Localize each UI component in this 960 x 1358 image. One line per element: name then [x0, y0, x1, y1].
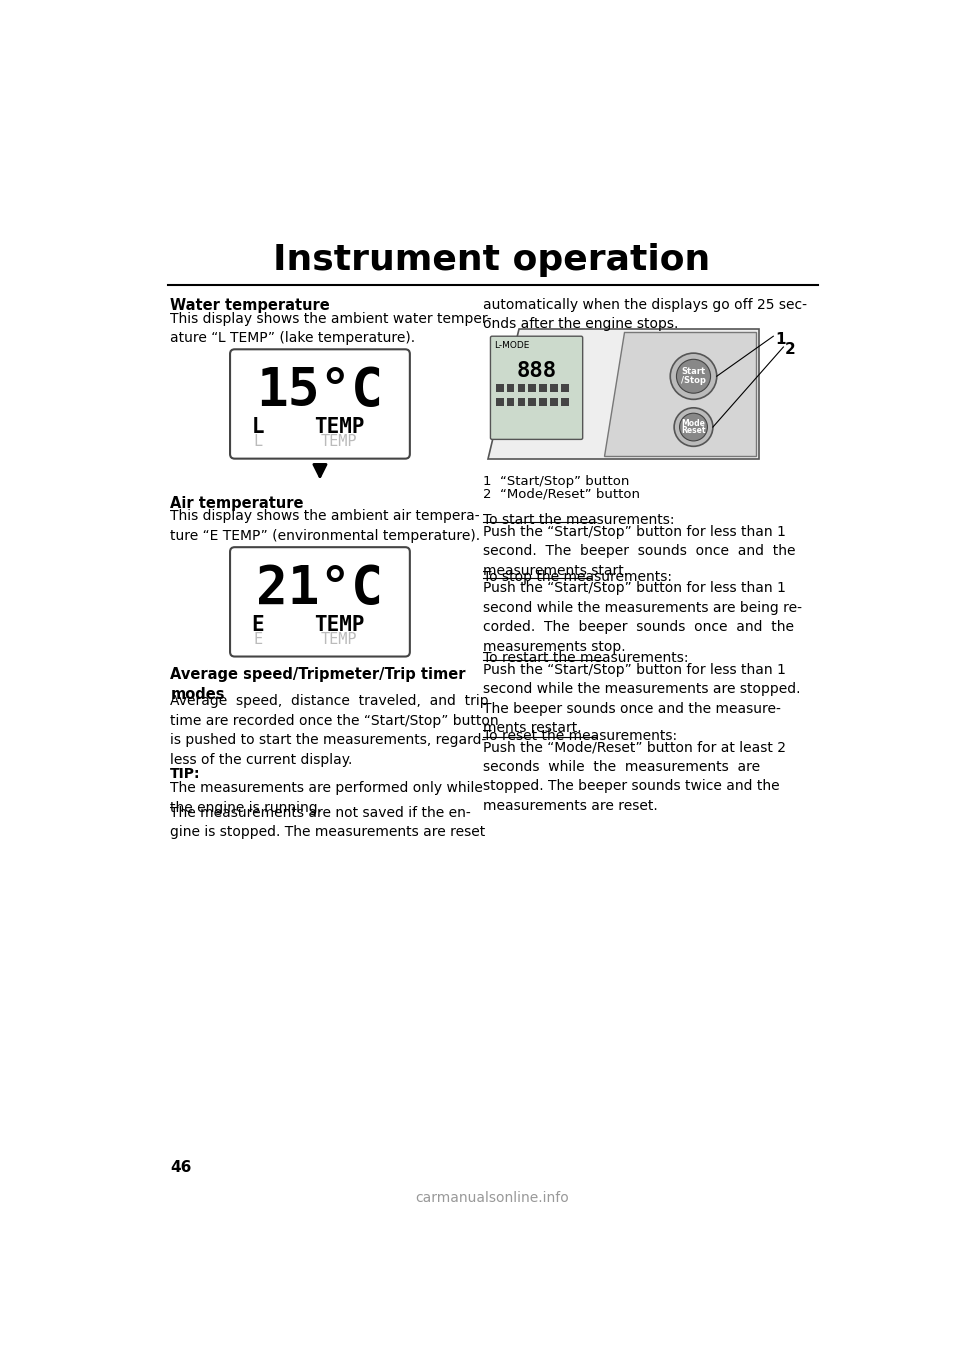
Text: Start: Start: [682, 367, 706, 376]
Bar: [507, 398, 515, 406]
Text: To stop the measurements:: To stop the measurements:: [483, 569, 672, 584]
Bar: [561, 384, 568, 391]
Text: This display shows the ambient air tempera-
ture “E TEMP” (environmental tempera: This display shows the ambient air tempe…: [170, 509, 481, 543]
Text: E: E: [252, 615, 264, 636]
Text: The measurements are performed only while
the engine is running.: The measurements are performed only whil…: [170, 781, 483, 815]
Text: To reset the measurements:: To reset the measurements:: [483, 729, 677, 743]
Bar: [517, 398, 525, 406]
FancyBboxPatch shape: [491, 337, 583, 440]
Text: carmanualsonline.info: carmanualsonline.info: [415, 1191, 569, 1205]
Text: Push the “Start/Stop” button for less than 1
second.  The  beeper  sounds  once : Push the “Start/Stop” button for less th…: [483, 524, 795, 579]
Text: To restart the measurements:: To restart the measurements:: [483, 650, 688, 665]
Bar: [528, 384, 537, 391]
Text: automatically when the displays go off 25 sec-
onds after the engine stops.: automatically when the displays go off 2…: [483, 297, 806, 331]
Text: Mode: Mode: [682, 418, 706, 428]
FancyBboxPatch shape: [230, 547, 410, 656]
Text: To start the measurements:: To start the measurements:: [483, 513, 674, 527]
Bar: [496, 398, 504, 406]
Bar: [496, 384, 504, 391]
Text: TEMP: TEMP: [321, 435, 357, 449]
Text: TEMP: TEMP: [314, 417, 365, 437]
Bar: [561, 398, 568, 406]
Text: 2: 2: [785, 342, 796, 357]
Bar: [540, 384, 547, 391]
Circle shape: [674, 407, 713, 447]
Text: L-MODE: L-MODE: [494, 341, 530, 350]
Text: Instrument operation: Instrument operation: [274, 243, 710, 277]
Text: Reset: Reset: [682, 426, 706, 436]
Text: E: E: [253, 631, 262, 646]
Text: Average  speed,  distance  traveled,  and  trip
time are recorded once the “Star: Average speed, distance traveled, and tr…: [170, 694, 499, 767]
Text: The measurements are not saved if the en-
gine is stopped. The measurements are : The measurements are not saved if the en…: [170, 805, 486, 839]
Text: L: L: [252, 417, 264, 437]
Bar: [528, 398, 537, 406]
Text: TIP:: TIP:: [170, 767, 201, 781]
Text: Water temperature: Water temperature: [170, 297, 330, 312]
Circle shape: [670, 353, 717, 399]
Text: Air temperature: Air temperature: [170, 496, 304, 511]
Text: 46: 46: [170, 1160, 192, 1175]
Text: Push the “Start/Stop” button for less than 1
second while the measurements are s: Push the “Start/Stop” button for less th…: [483, 663, 801, 735]
Circle shape: [680, 413, 708, 441]
Text: 15°C: 15°C: [256, 365, 383, 417]
Text: Push the “Mode/Reset” button for at least 2
seconds  while  the  measurements  a: Push the “Mode/Reset” button for at leas…: [483, 740, 785, 813]
Text: 2  “Mode/Reset” button: 2 “Mode/Reset” button: [483, 488, 639, 501]
Polygon shape: [488, 329, 759, 459]
Circle shape: [677, 360, 710, 394]
Bar: [550, 384, 558, 391]
Text: Average speed/Tripmeter/Trip timer
modes: Average speed/Tripmeter/Trip timer modes: [170, 667, 466, 702]
Polygon shape: [605, 333, 756, 455]
Text: 1  “Start/Stop” button: 1 “Start/Stop” button: [483, 475, 629, 488]
Text: Push the “Start/Stop” button for less than 1
second while the measurements are b: Push the “Start/Stop” button for less th…: [483, 581, 802, 653]
Text: TEMP: TEMP: [321, 631, 357, 646]
Text: 888: 888: [516, 361, 557, 380]
Text: L: L: [253, 435, 262, 449]
Text: 21°C: 21°C: [256, 564, 383, 615]
Text: This display shows the ambient water temper-
ature “L TEMP” (lake temperature).: This display shows the ambient water tem…: [170, 311, 492, 345]
Text: 1: 1: [775, 333, 785, 348]
Text: TEMP: TEMP: [314, 615, 365, 636]
Bar: [550, 398, 558, 406]
Bar: [517, 384, 525, 391]
FancyBboxPatch shape: [230, 349, 410, 459]
Bar: [507, 384, 515, 391]
Text: /Stop: /Stop: [681, 376, 706, 386]
Bar: [540, 398, 547, 406]
